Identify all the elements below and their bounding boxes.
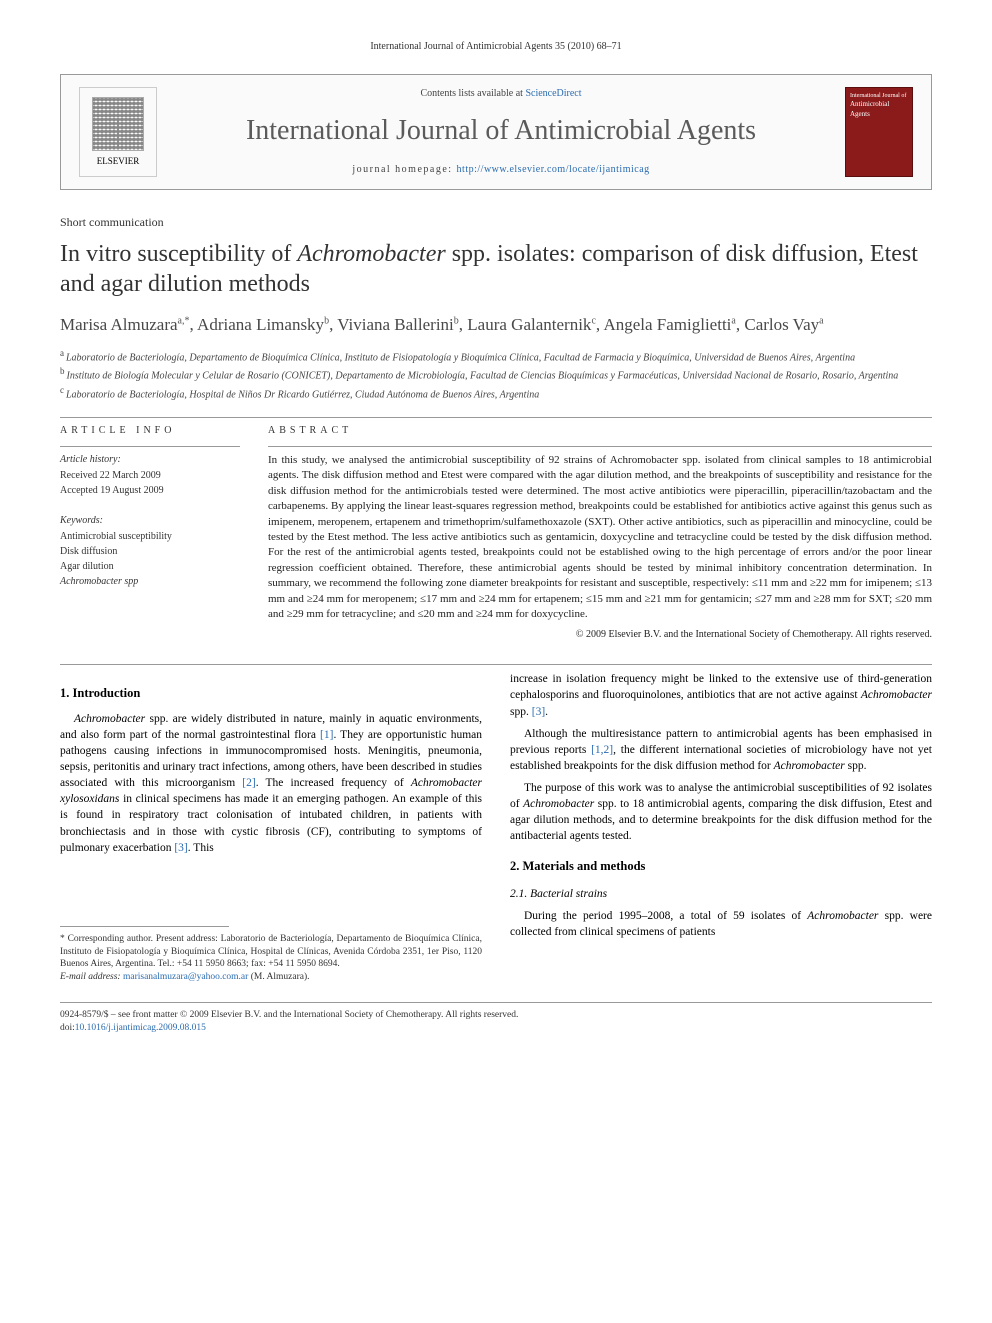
received-date: Received 22 March 2009 <box>60 469 240 483</box>
divider <box>60 417 932 418</box>
paragraph: The purpose of this work was to analyse … <box>510 780 932 844</box>
paragraph: increase in isolation frequency might be… <box>510 671 932 719</box>
journal-name: International Journal of Antimicrobial A… <box>175 111 827 150</box>
email-suffix: (M. Almuzara). <box>248 972 309 982</box>
journal-masthead: ELSEVIER Contents lists available at Sci… <box>60 74 932 190</box>
paragraph: Although the multiresistance pattern to … <box>510 726 932 774</box>
page-footer: 0924-8579/$ – see front matter © 2009 El… <box>60 1002 932 1036</box>
affil-sup: b <box>60 366 65 376</box>
abstract-box: ABSTRACT In this study, we analysed the … <box>268 424 932 642</box>
sciencedirect-link[interactable]: ScienceDirect <box>525 88 581 99</box>
abstract-copyright: © 2009 Elsevier B.V. and the Internation… <box>268 628 932 642</box>
affil-sup: c <box>60 385 64 395</box>
keyword: Antimicrobial susceptibility <box>60 530 240 544</box>
contents-line: Contents lists available at ScienceDirec… <box>175 87 827 101</box>
footer-doi: doi:10.1016/j.ijantimicag.2009.08.015 <box>60 1022 932 1035</box>
abstract-heading: ABSTRACT <box>268 424 932 438</box>
divider <box>60 446 240 447</box>
email-label: E-mail address: <box>60 972 123 982</box>
corresponding-author-footnote: * Corresponding author. Present address:… <box>60 933 482 984</box>
affil-sup: a <box>60 348 64 358</box>
affiliation: cLaboratorio de Bacteriología, Hospital … <box>60 384 932 403</box>
doi-label: doi: <box>60 1023 75 1033</box>
cover-text-main: Antimicrobial Agents <box>850 100 908 120</box>
keyword: Agar dilution <box>60 560 240 574</box>
info-abstract-row: ARTICLE INFO Article history: Received 2… <box>60 424 932 642</box>
affiliations: aLaboratorio de Bacteriología, Departame… <box>60 347 932 403</box>
publisher-label: ELSEVIER <box>97 155 140 168</box>
elsevier-logo: ELSEVIER <box>79 87 157 177</box>
divider <box>268 446 932 447</box>
journal-center: Contents lists available at ScienceDirec… <box>175 87 827 176</box>
affiliation: bInstituto de Biología Molecular y Celul… <box>60 365 932 384</box>
section-heading-methods: 2. Materials and methods <box>510 858 932 876</box>
journal-homepage: journal homepage: http://www.elsevier.co… <box>175 163 827 177</box>
keyword-italic: Achromobacter spp <box>60 576 138 587</box>
affil-text: Instituto de Biología Molecular y Celula… <box>67 371 899 382</box>
email-link[interactable]: marisanalmuzara@yahoo.com.ar <box>123 972 248 982</box>
cover-text-top: International Journal of <box>850 92 908 100</box>
abstract-text: In this study, we analysed the antimicro… <box>268 453 932 622</box>
history-heading: Article history: <box>60 453 240 467</box>
article-info-box: ARTICLE INFO Article history: Received 2… <box>60 424 240 642</box>
running-header: International Journal of Antimicrobial A… <box>60 40 932 54</box>
paragraph: During the period 1995–2008, a total of … <box>510 908 932 940</box>
corresponding-text: * Corresponding author. Present address:… <box>60 933 482 971</box>
accepted-date: Accepted 19 August 2009 <box>60 484 240 498</box>
body-text: 1. Introduction Achromobacter spp. are w… <box>60 671 932 984</box>
paragraph: Achromobacter spp. are widely distribute… <box>60 711 482 856</box>
footnote-separator <box>60 926 229 927</box>
footer-line1: 0924-8579/$ – see front matter © 2009 El… <box>60 1009 932 1022</box>
keyword: Disk diffusion <box>60 545 240 559</box>
homepage-prefix: journal homepage: <box>352 164 456 175</box>
elsevier-tree-icon <box>92 97 144 151</box>
affil-text: Laboratorio de Bacteriología, Departamen… <box>66 352 855 363</box>
keyword: Achromobacter spp <box>60 575 240 589</box>
keywords-heading: Keywords: <box>60 514 240 528</box>
email-line: E-mail address: marisanalmuzara@yahoo.co… <box>60 971 482 984</box>
affiliation: aLaboratorio de Bacteriología, Departame… <box>60 347 932 366</box>
section-heading-introduction: 1. Introduction <box>60 685 482 703</box>
contents-prefix: Contents lists available at <box>420 88 525 99</box>
homepage-link[interactable]: http://www.elsevier.com/locate/ijantimic… <box>457 164 650 175</box>
author-list: Marisa Almuzaraa,*, Adriana Limanskyb, V… <box>60 313 932 337</box>
doi-link[interactable]: 10.1016/j.ijantimicag.2009.08.015 <box>75 1023 206 1033</box>
article-info-heading: ARTICLE INFO <box>60 424 240 438</box>
divider <box>60 664 932 665</box>
article-type: Short communication <box>60 214 932 231</box>
journal-cover-thumbnail: International Journal of Antimicrobial A… <box>845 87 913 177</box>
article-title: In vitro susceptibility of Achromobacter… <box>60 239 932 299</box>
subsection-heading-strains: 2.1. Bacterial strains <box>510 886 932 902</box>
affil-text: Laboratorio de Bacteriología, Hospital d… <box>66 390 539 401</box>
